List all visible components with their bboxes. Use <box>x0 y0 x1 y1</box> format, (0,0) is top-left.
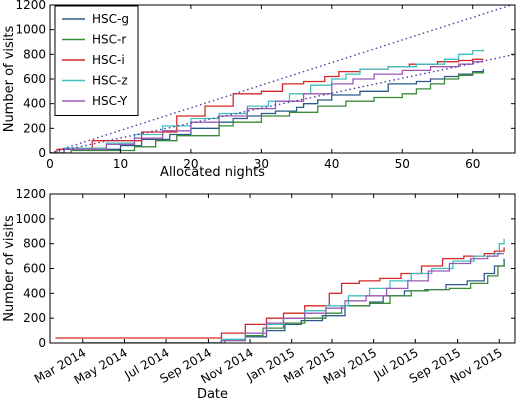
legend-label: HSC-g <box>92 12 129 26</box>
y-tick-label: 600 <box>23 262 46 276</box>
y-tick-label: 800 <box>23 47 46 61</box>
reference-line-7 <box>50 53 515 153</box>
series-line-hsc-z <box>82 238 505 343</box>
x-tick-label: 60 <box>465 157 480 171</box>
x-tick-label: 30 <box>254 157 269 171</box>
y-axis-label: Number of visits <box>2 25 17 132</box>
legend-label: HSC-r <box>92 33 126 47</box>
x-axis-label: Allocated nights <box>160 165 265 180</box>
y-tick-label: 1000 <box>15 23 46 37</box>
y-tick-label: 1200 <box>15 0 46 12</box>
series-line-hsc-r <box>50 71 484 153</box>
chart-panel-1: 0 200 400 600 800 1000 1200 0 10 20 30 40 50 60 Alloca… <box>2 0 516 180</box>
reference-line-6 <box>50 5 514 153</box>
x-tick-label: 40 <box>324 157 339 171</box>
y-tick-label: 200 <box>23 311 46 325</box>
legend-label: HSC-z <box>92 74 128 88</box>
series-line-hsc-g <box>50 69 484 153</box>
x-tick-label: 50 <box>395 157 410 171</box>
x-tick-label: 0 <box>46 157 54 171</box>
x-axis-label: Date <box>197 387 228 402</box>
legend-label: HSC-Y <box>92 94 128 108</box>
y-tick-label: 0 <box>38 336 46 350</box>
series-line-hsc-y <box>82 252 505 343</box>
series-lines <box>50 5 515 153</box>
series-line-hsc-r <box>82 262 505 343</box>
y-tick-label: 800 <box>23 237 46 251</box>
y-tick-label: 600 <box>23 72 46 86</box>
x-tick-label: 20 <box>183 157 198 171</box>
y-tick-label: 0 <box>38 146 46 160</box>
y-tick-label: 200 <box>23 121 46 135</box>
y-tick-label: 400 <box>23 286 46 300</box>
legend-label: HSC-i <box>92 53 125 67</box>
series-line-hsc-g <box>82 258 505 343</box>
y-tick-label: 400 <box>23 97 46 111</box>
series-lines <box>55 238 505 343</box>
y-tick-label: 1000 <box>15 212 46 226</box>
y-tick-label: 1200 <box>15 187 46 201</box>
legend: HSC-g HSC-r HSC-i HSC-z HSC-Y <box>54 5 139 116</box>
y-axis-label: Number of visits <box>2 215 17 322</box>
x-tick-label: 10 <box>113 157 128 171</box>
series-line-hsc-y <box>50 61 484 153</box>
plot-area <box>49 193 516 344</box>
